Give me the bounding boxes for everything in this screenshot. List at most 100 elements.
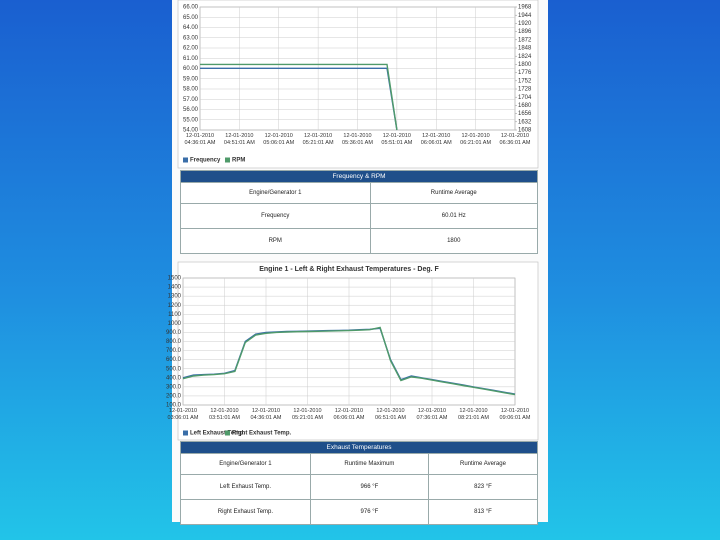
y-tick-label: 100.0 (166, 403, 182, 409)
x-tick-label: 12-01-2010 05:21:01 AM (302, 133, 334, 146)
table-row: Left Exhaust Temp. 966 °F 823 °F (180, 474, 539, 500)
table-caption: Exhaust Temperatures (180, 441, 538, 454)
y-tick-label: 1500 (168, 276, 182, 282)
table-row: Frequency 60.01 Hz (180, 203, 539, 229)
y-tick-label: 1000 (168, 321, 182, 327)
y-tick-label: 700.0 (166, 348, 182, 354)
x-tick-label: 12-01-2010 09:06:01 AM (499, 408, 531, 421)
x-tick-label: 12-01-2010 05:06:01 AM (263, 133, 295, 146)
y2-tick-label: 1776 (518, 70, 532, 76)
legend-label: Frequency (190, 158, 221, 164)
chart-frame (177, 0, 539, 169)
legend-label: Left Exhaust Temp. (190, 431, 245, 437)
y-tick-label: 59.00 (183, 76, 199, 82)
table-header-cell: Runtime Average (427, 453, 539, 475)
x-tick-label: 12-01-2010 03:51:01 AM (209, 408, 240, 421)
table-row: RPM 1800 (180, 228, 539, 254)
y-tick-label: 1200 (168, 303, 182, 309)
y2-tick-label: 1704 (518, 95, 532, 101)
chart-frame (177, 261, 539, 441)
x-tick-label-box: 12-01-2010 06:06:01 AM (420, 133, 452, 146)
y-tick-label: 54.00 (183, 128, 199, 134)
legend-swatch (225, 430, 230, 436)
x-tick-label: 12-01-2010 08:21:01 AM (458, 408, 489, 421)
legend-swatch (183, 157, 188, 163)
x-tick-label-box: 12-01-2010 06:06:01 AM (333, 408, 365, 421)
x-tick-label-box: 12-01-2010 07:36:01 AM (416, 408, 448, 421)
table-row: Right Exhaust Temp. 976 °F 813 °F (180, 499, 539, 525)
y-tick-label: 800.0 (166, 339, 182, 345)
table-header-row: Engine/Generator 1 Runtime Average (180, 182, 539, 204)
x-tick-label: 12-01-2010 06:06:01 AM (333, 408, 365, 421)
x-tick-label: 12-01-2010 05:21:01 AM (292, 408, 323, 421)
table-header-cell: Runtime Average (369, 182, 539, 204)
y-tick-label: 1100 (168, 312, 182, 318)
legend-swatch (183, 430, 188, 436)
frequency-table: Frequency & RPM Engine/Generator 1 Runtime… (180, 170, 539, 254)
x-tick-label-box: 12-01-2010 03:51:01 AM (209, 408, 240, 421)
y2-tick-label: 1800 (518, 62, 532, 68)
y2-tick-label: 1752 (518, 78, 532, 84)
table-cell: Frequency (180, 203, 371, 229)
x-tick-label-box: 12-01-2010 05:51:01 AM (381, 133, 413, 146)
x-tick-label: 12-01-2010 06:06:01 AM (420, 133, 452, 146)
y-tick-label: 66.00 (183, 5, 199, 11)
table-cell: Left Exhaust Temp. (180, 474, 311, 500)
x-tick-label-box: 12-01-2010 06:21:01 AM (460, 133, 491, 146)
x-tick-label: 12-01-2010 06:36:01 AM (499, 133, 531, 146)
x-tick-label-box: 12-01-2010 03:06:01 AM (167, 408, 199, 421)
table-caption: Frequency & RPM (180, 170, 538, 183)
y-tick-label: 500.0 (166, 366, 182, 372)
x-tick-label-box: 12-01-2010 06:36:01 AM (499, 133, 531, 146)
x-tick-label-box: 12-01-2010 05:36:01 AM (342, 133, 373, 146)
table-caption-row: Exhaust Temperatures (180, 441, 538, 454)
x-tick-label: 12-01-2010 07:36:01 AM (416, 408, 448, 421)
y-tick-label: 1300 (168, 294, 182, 300)
y2-tick-label: 1872 (518, 37, 532, 43)
y2-tick-label: 1944 (518, 13, 532, 19)
x-tick-label: 12-01-2010 04:36:01 AM (184, 133, 216, 146)
chart-title: Engine 1 - Left & Right Exhaust Temperat… (259, 266, 439, 273)
y2-tick-label: 1896 (518, 29, 532, 35)
table-caption-row: Frequency & RPM (180, 170, 538, 183)
y2-tick-label: 1608 (518, 128, 532, 134)
y2-tick-label: 1848 (518, 46, 532, 52)
table-cell: 823 °F (427, 474, 539, 500)
table-cell: 976 °F (309, 499, 429, 525)
series-line (200, 67, 398, 131)
y2-tick-label: 1968 (518, 5, 532, 11)
y-tick-label: 62.00 (183, 46, 199, 52)
y-tick-label: 63.00 (183, 35, 199, 41)
x-tick-label: 12-01-2010 05:36:01 AM (342, 133, 373, 146)
y-tick-label: 64.00 (183, 25, 199, 31)
y-tick-label: 900.0 (166, 330, 182, 336)
y-tick-label: 400.0 (166, 375, 182, 381)
y-tick-label: 55.00 (183, 117, 199, 123)
series-line (200, 63, 398, 131)
x-tick-label-box: 12-01-2010 04:36:01 AM (184, 133, 216, 146)
x-tick-label-box: 12-01-2010 05:21:01 AM (292, 408, 323, 421)
x-tick-label-box: 12-01-2010 06:51:01 AM (375, 408, 406, 421)
x-tick-label-box: 12-01-2010 04:36:01 AM (250, 408, 282, 421)
series-line (182, 326, 516, 396)
x-tick-label-box: 12-01-2010 05:21:01 AM (302, 133, 334, 146)
y-tick-label: 57.00 (183, 97, 199, 103)
x-tick-label-box: 12-01-2010 09:06:01 AM (499, 408, 531, 421)
y-tick-label: 300.0 (166, 384, 182, 390)
table-cell: 813 °F (427, 499, 539, 525)
y-tick-label: 56.00 (183, 107, 199, 113)
table-cell: 966 °F (309, 474, 429, 500)
x-tick-label: 12-01-2010 06:51:01 AM (375, 408, 406, 421)
x-tick-label: 12-01-2010 04:36:01 AM (250, 408, 282, 421)
x-tick-label-box: 12-01-2010 05:06:01 AM (263, 133, 295, 146)
table-cell: 1800 (369, 228, 539, 254)
exhaust-table: Exhaust Temperatures Engine/Generator 1 Ru… (180, 441, 539, 525)
x-tick-label: 12-01-2010 03:06:01 AM (167, 408, 199, 421)
legend-label: Right Exhaust Temp. (232, 431, 292, 437)
y2-tick-label: 1824 (518, 54, 532, 60)
legend-swatch (225, 157, 230, 163)
y-tick-label: 600.0 (166, 357, 182, 363)
x-tick-label: 12-01-2010 05:51:01 AM (381, 133, 413, 146)
